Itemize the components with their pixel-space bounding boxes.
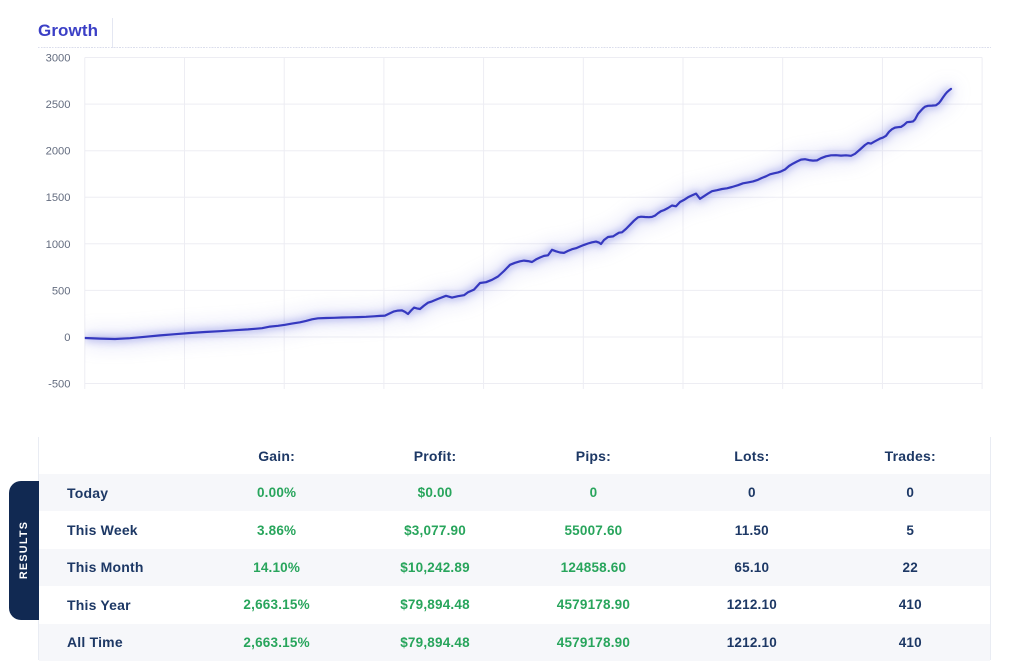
svg-text:3000: 3000 (46, 53, 71, 65)
svg-text:500: 500 (52, 285, 71, 297)
svg-text:0: 0 (64, 332, 70, 344)
svg-text:1500: 1500 (46, 192, 71, 204)
svg-text:-500: -500 (48, 379, 70, 391)
svg-text:2000: 2000 (46, 146, 71, 158)
svg-text:1000: 1000 (46, 239, 71, 251)
svg-text:2500: 2500 (46, 99, 71, 111)
